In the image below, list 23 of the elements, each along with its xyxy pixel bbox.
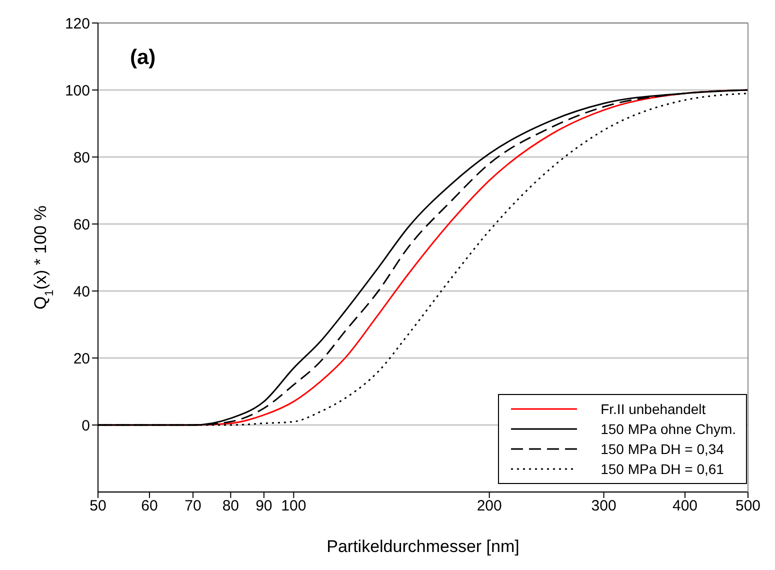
y-tick-label: 100	[64, 82, 90, 100]
x-tick-label: 70	[184, 498, 202, 515]
y-tick-label: 60	[73, 216, 90, 234]
y-tick-label: 40	[73, 283, 90, 300]
x-axis-title: Partikeldurchmesser [nm]	[326, 537, 520, 556]
legend-label: 150 MPa DH = 0,61	[600, 461, 724, 477]
x-tick-label: 50	[90, 498, 106, 515]
y-tick-label: 80	[73, 149, 90, 166]
x-tick-label: 80	[222, 498, 240, 515]
y-tick-label: 120	[64, 15, 90, 32]
x-tick-label: 200	[476, 498, 502, 515]
x-tick-label: 60	[141, 498, 158, 515]
y-tick-label: 20	[73, 350, 90, 368]
x-tick-label: 500	[735, 498, 761, 515]
x-tick-label: 300	[591, 498, 616, 515]
annotation: (a)	[130, 46, 156, 70]
y-tick-label: 0	[82, 417, 90, 434]
x-tick-label: 100	[281, 498, 306, 515]
legend-label: 150 MPa ohne Chym.	[600, 421, 736, 437]
legend-label: 150 MPa DH = 0,34	[600, 441, 724, 457]
legend-label: Fr.II unbehandelt	[600, 401, 706, 417]
x-tick-label: 400	[672, 498, 698, 515]
x-tick-label: 90	[256, 498, 272, 515]
